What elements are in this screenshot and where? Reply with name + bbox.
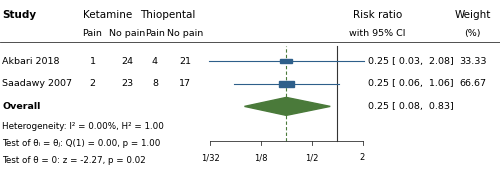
Text: 1/2: 1/2: [305, 153, 318, 162]
Text: Pain: Pain: [82, 29, 102, 38]
Text: Test of θ = 0: z = -2.27, p = 0.02: Test of θ = 0: z = -2.27, p = 0.02: [2, 156, 146, 165]
Text: 1/32: 1/32: [200, 153, 220, 162]
Text: Risk ratio: Risk ratio: [353, 10, 402, 20]
Text: 0.25 [ 0.08,  0.83]: 0.25 [ 0.08, 0.83]: [368, 102, 453, 111]
Text: Akbari 2018: Akbari 2018: [2, 57, 60, 66]
Text: Test of θᵢ = θⱼ: Q(1) = 0.00, p = 1.00: Test of θᵢ = θⱼ: Q(1) = 0.00, p = 1.00: [2, 139, 161, 148]
Text: 23: 23: [122, 79, 134, 88]
Text: 2: 2: [360, 153, 365, 162]
Polygon shape: [244, 97, 330, 115]
Text: 21: 21: [179, 57, 191, 66]
Text: 4: 4: [152, 57, 158, 66]
Text: Thiopental: Thiopental: [140, 10, 195, 20]
Text: 1/8: 1/8: [254, 153, 268, 162]
Text: Heterogeneity: I² = 0.00%, H² = 1.00: Heterogeneity: I² = 0.00%, H² = 1.00: [2, 122, 164, 131]
Bar: [280, 59, 292, 63]
Text: 2: 2: [90, 79, 96, 88]
Text: with 95% CI: with 95% CI: [349, 29, 406, 38]
Text: No pain: No pain: [167, 29, 203, 38]
Text: 66.67: 66.67: [459, 79, 486, 88]
Text: Ketamine: Ketamine: [83, 10, 132, 20]
Bar: [279, 81, 294, 86]
Text: 1: 1: [90, 57, 96, 66]
Text: 0.25 [ 0.06,  1.06]: 0.25 [ 0.06, 1.06]: [368, 79, 453, 88]
Text: 33.33: 33.33: [459, 57, 486, 66]
Text: 24: 24: [122, 57, 134, 66]
Text: Saadawy 2007: Saadawy 2007: [2, 79, 72, 88]
Text: 17: 17: [179, 79, 191, 88]
Text: Study: Study: [2, 10, 36, 20]
Text: 8: 8: [152, 79, 158, 88]
Text: (%): (%): [464, 29, 481, 38]
Text: Pain: Pain: [145, 29, 165, 38]
Text: Overall: Overall: [2, 102, 41, 111]
Text: 0.25 [ 0.03,  2.08]: 0.25 [ 0.03, 2.08]: [368, 57, 453, 66]
Text: No pain: No pain: [110, 29, 146, 38]
Text: Weight: Weight: [454, 10, 490, 20]
